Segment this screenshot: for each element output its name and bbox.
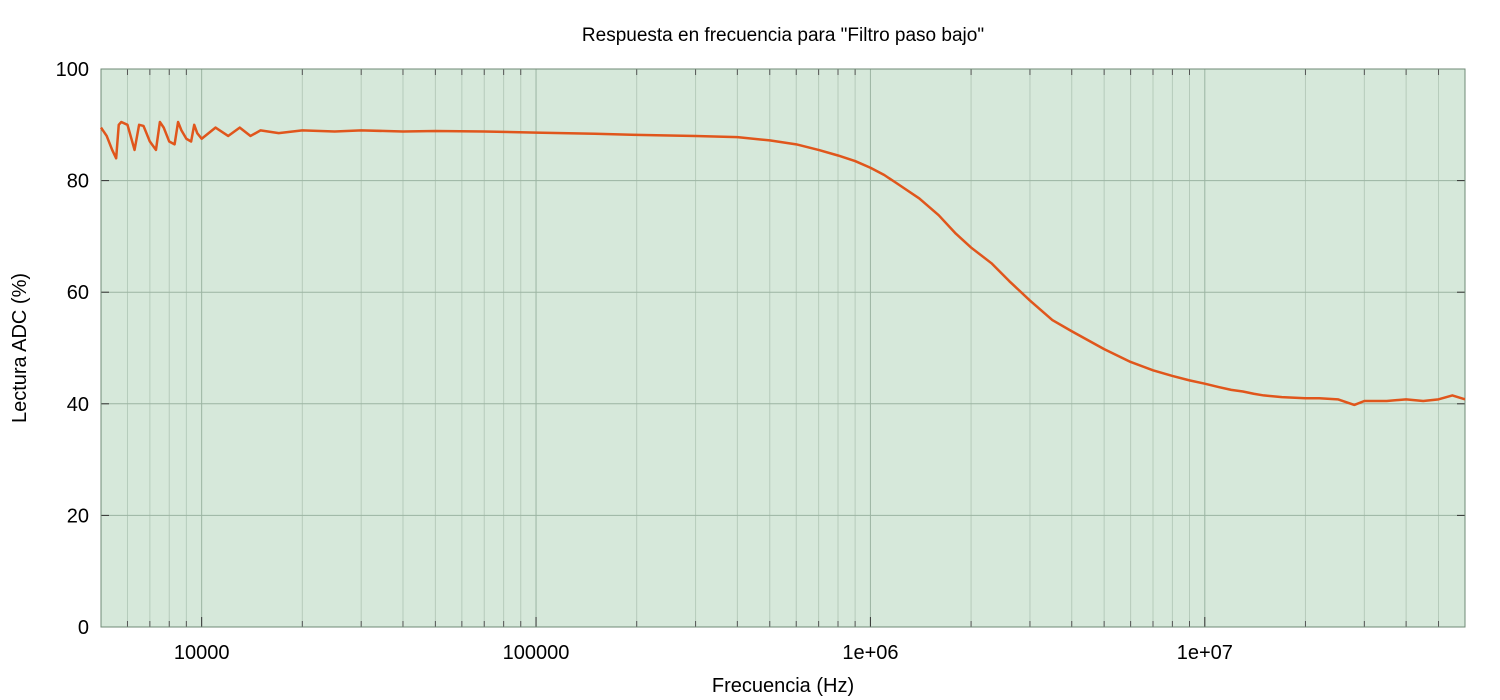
- x-tick-label: 1e+07: [1177, 642, 1233, 664]
- series-line: [99, 120, 1466, 407]
- plot-background: [101, 69, 1465, 627]
- x-axis-label: Frecuencia (Hz): [712, 675, 854, 697]
- x-tick-label: 100000: [503, 642, 570, 664]
- plot-frame: [100, 68, 1466, 628]
- major-grid: [100, 68, 1466, 628]
- y-tick-label: 80: [67, 171, 89, 193]
- tick-labels: 10000 100000 1e+06 1e+07 0 20 40 60 80 100: [56, 59, 1233, 664]
- y-tick-label: 0: [78, 617, 89, 639]
- y-tick-label: 60: [67, 282, 89, 304]
- y-tick-label: 40: [67, 394, 89, 416]
- y-tick-label: 100: [56, 59, 89, 81]
- y-tick-label: 20: [67, 505, 89, 527]
- chart-title: Respuesta en frecuencia para "Filtro pas…: [582, 25, 984, 46]
- series-layer: [99, 120, 1466, 407]
- x-tick-label: 10000: [174, 642, 230, 664]
- y-axis-label: Lectura ADC (%): [9, 273, 31, 423]
- x-tick-label: 1e+06: [842, 642, 898, 664]
